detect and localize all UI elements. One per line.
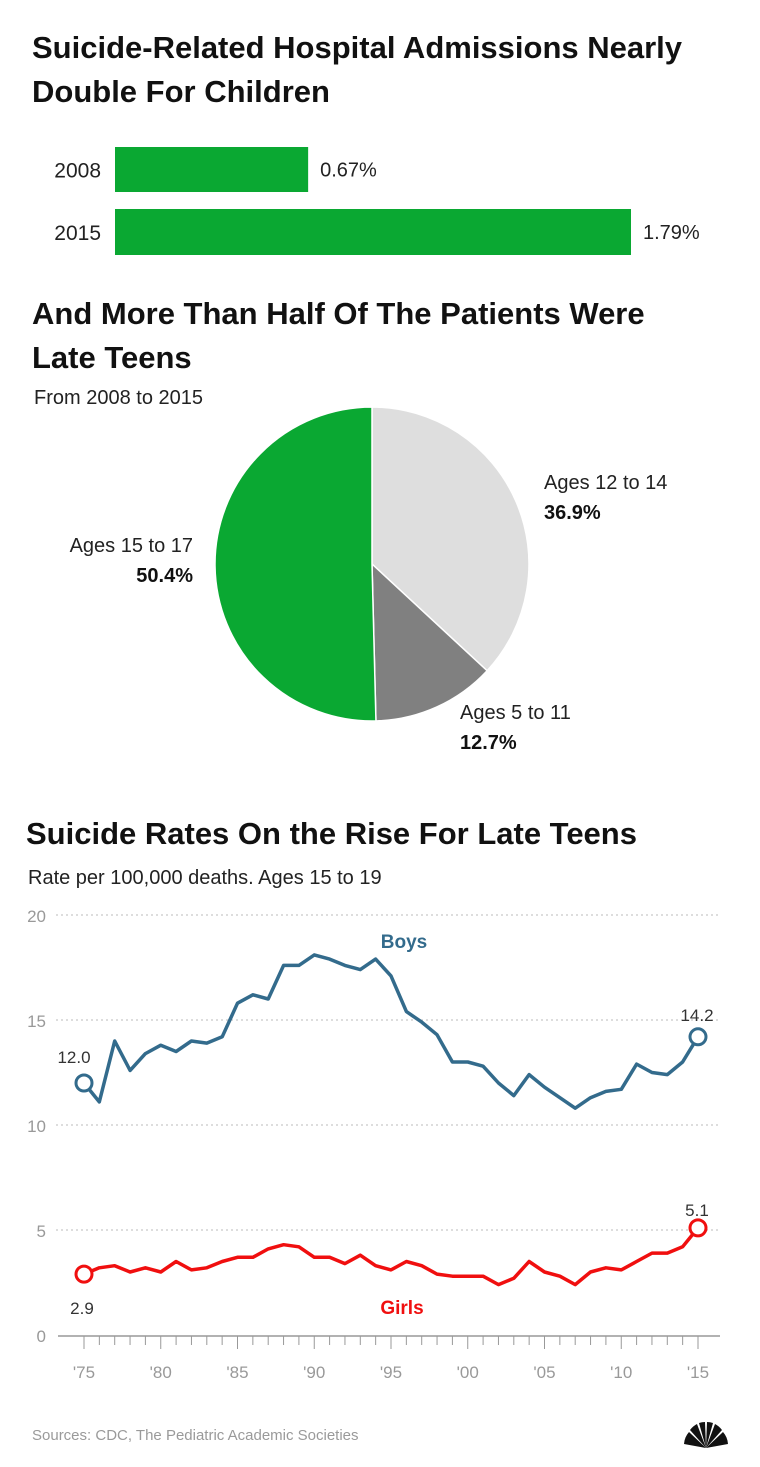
bar <box>115 209 631 255</box>
pie-chart: Ages 12 to 14 36.9% Ages 5 to 11 12.7% Ages … <box>70 406 667 754</box>
series-label: Boys <box>381 932 427 953</box>
x-tick-label: '15 <box>687 1363 709 1382</box>
start-point-marker <box>74 1264 94 1284</box>
pie-slice-value: 12.7% <box>460 732 517 754</box>
pie-slice <box>371 406 530 672</box>
bar-category-label: 2015 <box>54 222 101 245</box>
start-point-marker <box>74 1073 94 1093</box>
start-value-label: 2.9 <box>70 1299 94 1318</box>
x-tick-label: '10 <box>610 1363 632 1382</box>
bar-category-label: 2008 <box>54 160 101 183</box>
x-tick-label: '85 <box>226 1363 248 1382</box>
series-label: Girls <box>380 1298 423 1319</box>
y-tick-label: 10 <box>27 1117 46 1136</box>
pie-chart-subtitle: From 2008 to 2015 <box>34 387 203 409</box>
source-note: Sources: CDC, The Pediatric Academic Soc… <box>32 1427 359 1444</box>
x-tick-label: '75 <box>73 1363 95 1382</box>
x-tick-label: '80 <box>150 1363 172 1382</box>
y-tick-label: 5 <box>37 1222 46 1241</box>
end-value-label: 14.2 <box>680 1006 713 1025</box>
end-value-label: 5.1 <box>685 1201 709 1220</box>
nbc-peacock-icon <box>684 1422 728 1448</box>
series-line-girls <box>83 1226 700 1287</box>
bar-chart: 2008 0.67% 2015 1.79% <box>54 147 700 255</box>
pie-slice-label: Ages 5 to 11 <box>460 702 571 724</box>
pie-slice <box>214 406 377 722</box>
pie-chart-title: And More Than Half Of The Patients Were … <box>32 296 645 375</box>
series-line-boys <box>82 953 700 1110</box>
end-point-marker <box>688 1218 708 1238</box>
bar <box>115 147 309 192</box>
bar-value-label: 1.79% <box>643 222 700 244</box>
x-tick-label: '95 <box>380 1363 402 1382</box>
line-chart: 0 5 10 15 20 '75 '80 '85 '90 '95 '00 '05 '10 '15 Boys 1… <box>27 907 720 1382</box>
pie-slice-value: 50.4% <box>136 565 193 587</box>
pie-slice-value: 36.9% <box>544 502 601 524</box>
bar-value-label: 0.67% <box>320 160 377 182</box>
line-chart-title: Suicide Rates On the Rise For Late Teens <box>26 816 637 851</box>
end-point-marker <box>688 1027 708 1047</box>
pie-slice-label: Ages 15 to 17 <box>70 535 193 557</box>
y-tick-label: 20 <box>27 907 46 926</box>
start-value-label: 12.0 <box>57 1048 90 1067</box>
y-tick-label: 0 <box>37 1327 46 1346</box>
y-tick-label: 15 <box>27 1012 46 1031</box>
x-tick-label: '90 <box>303 1363 325 1382</box>
bar-chart-title: Suicide-Related Hospital Admissions Near… <box>32 30 683 109</box>
x-tick-label: '00 <box>457 1363 479 1382</box>
x-tick-label: '05 <box>533 1363 555 1382</box>
pie-slice-label: Ages 12 to 14 <box>544 472 667 494</box>
pie-slice <box>371 562 489 722</box>
line-chart-subtitle: Rate per 100,000 deaths. Ages 15 to 19 <box>28 867 382 889</box>
